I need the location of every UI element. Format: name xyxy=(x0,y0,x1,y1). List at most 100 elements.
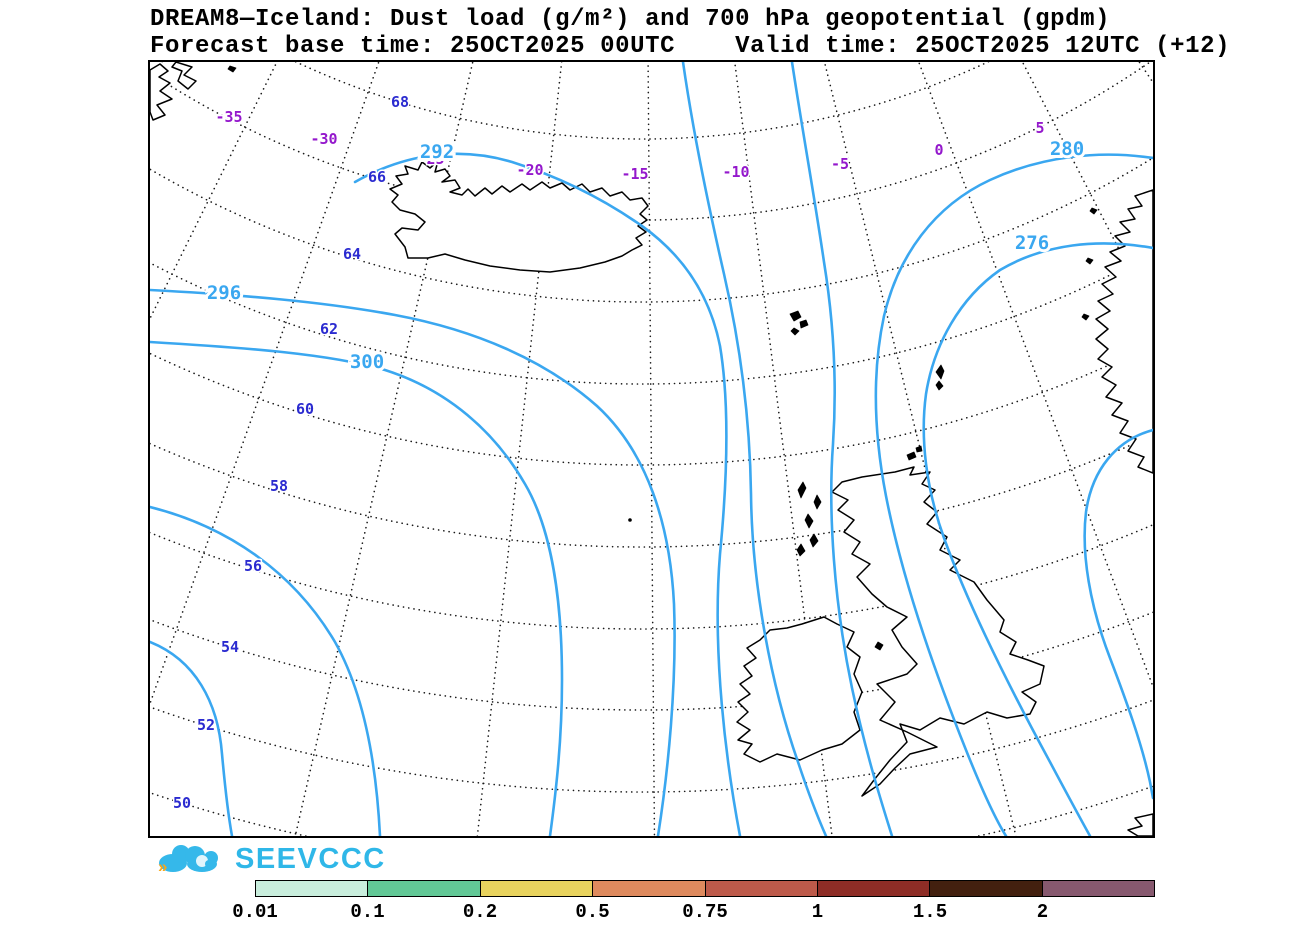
chart-title: DREAM8—Iceland: Dust load (g/m²) and 700… xyxy=(150,6,1111,33)
seevccc-cloud-icon: » xyxy=(158,845,218,876)
geopotential-contour-292 xyxy=(353,152,742,836)
geopotential-contour-296 xyxy=(150,288,676,836)
colorbar-tick-label: 0.1 xyxy=(350,901,385,923)
greenland-islet xyxy=(227,65,237,73)
longitude-label: 5 xyxy=(1035,119,1044,137)
graticule-meridians xyxy=(150,62,1153,836)
longitude-label: -5 xyxy=(831,155,849,173)
geopotential-contour-284 xyxy=(790,62,894,836)
coastline-norway xyxy=(1095,189,1153,474)
chart-header: DREAM8—Iceland: Dust load (g/m²) and 700… xyxy=(150,6,1230,60)
hebrides-islands xyxy=(804,513,814,529)
hebrides-islands xyxy=(813,494,822,510)
geopotential-contour-272 xyxy=(1083,428,1153,800)
seevccc-logo: » SEEVCCC xyxy=(150,840,386,878)
longitude-label: -25 xyxy=(417,150,444,168)
latitude-label: 62 xyxy=(320,320,338,338)
coastline-great-britain xyxy=(831,466,1045,797)
longitude-gridline xyxy=(150,62,278,321)
chart-subtitle: Forecast base time: 25OCT2025 00UTC Vali… xyxy=(150,33,1231,60)
geopotential-contour-308 xyxy=(150,640,234,836)
colorbar-segment xyxy=(817,881,931,896)
shetland-islands xyxy=(935,380,944,391)
faroe-islands xyxy=(790,327,800,336)
geopotential-contour-label: 276 xyxy=(1015,232,1049,254)
longitude-label: -30 xyxy=(310,130,337,148)
colorbar-tick-label: 0.01 xyxy=(232,901,278,923)
latitude-gridline xyxy=(150,156,1153,303)
latitude-label: 60 xyxy=(296,400,314,418)
colorbar-tick-label: 0.5 xyxy=(575,901,610,923)
norway-islet xyxy=(1085,257,1094,265)
latitude-label: 68 xyxy=(391,93,409,111)
coastline-brittany xyxy=(1127,813,1153,836)
faroe-islands xyxy=(789,310,802,322)
coastline-greenland xyxy=(171,62,197,90)
colorbar-segment xyxy=(593,881,706,896)
geopotential-contours xyxy=(150,62,1153,836)
colorbar-segments xyxy=(255,880,1155,897)
geopotential-contour-276 xyxy=(922,242,1153,836)
latitude-label: 54 xyxy=(221,638,239,656)
coastline-iceland xyxy=(389,160,649,273)
colorbar-tick-labels: 0.01 0.1 0.2 0.5 0.75 1 1.5 2 xyxy=(232,897,1155,923)
longitude-label: 0 xyxy=(934,141,943,159)
latitude-gridline xyxy=(150,523,1153,630)
longitude-label: -10 xyxy=(722,163,749,181)
logo-text: SEEVCCC xyxy=(235,842,386,875)
geopotential-contour-288 xyxy=(681,62,828,836)
latitude-gridline xyxy=(150,62,1152,221)
colorbar-tick-label: 2 xyxy=(1036,901,1049,923)
isle-of-man xyxy=(874,641,884,651)
coastlines xyxy=(150,62,1153,836)
colorbar-segment xyxy=(705,881,818,896)
colorbar-segment xyxy=(256,881,369,896)
geopotential-contour-280 xyxy=(874,153,1153,836)
colorbar-segment xyxy=(368,881,481,896)
hebrides-islands xyxy=(797,481,807,499)
longitude-gridline xyxy=(150,62,380,706)
colorbar-segment xyxy=(930,881,1043,896)
geopotential-contour-label: 280 xyxy=(1050,138,1084,160)
norway-islet xyxy=(1081,313,1090,321)
map-svg: -35 -30 -25 -20 -15 -10 -5 0 5 68 66 64 62 60 58 56 54 52… xyxy=(150,62,1153,836)
longitude-gridline xyxy=(476,62,563,836)
latitude-gridline xyxy=(150,611,1153,711)
geopotential-contour-label: 300 xyxy=(350,351,384,373)
colorbar-tick-label: 1 xyxy=(811,901,824,923)
latitude-label: 50 xyxy=(173,794,191,812)
hebrides-islands xyxy=(809,533,819,548)
orkney-islands xyxy=(906,451,917,461)
geopotential-contour-304 xyxy=(150,505,382,836)
norway-islet xyxy=(1089,207,1098,215)
dust-load-colorbar: 0.01 0.1 0.2 0.5 0.75 1 1.5 2 xyxy=(232,880,1155,923)
colorbar-tick-label: 1.5 xyxy=(912,901,948,923)
shetland-islands xyxy=(935,364,945,380)
latitude-gridline xyxy=(150,698,1153,793)
colorbar-segment xyxy=(480,881,594,896)
longitude-label: -35 xyxy=(215,108,242,126)
hebrides-islands xyxy=(796,543,806,557)
latitude-label: 58 xyxy=(270,477,288,495)
geopotential-contour-label: 292 xyxy=(420,141,454,163)
geopotential-contour-300 xyxy=(150,340,564,836)
longitude-label: -20 xyxy=(516,161,543,179)
colorbar-tick-label: 0.75 xyxy=(682,901,728,923)
latitude-gridline xyxy=(150,784,1153,836)
colorbar-segment xyxy=(1042,881,1154,896)
orkney-islands xyxy=(915,445,923,453)
coastline-greenland xyxy=(150,63,173,121)
latitude-label: 56 xyxy=(244,557,262,575)
logo-chevron: » xyxy=(158,857,167,876)
latitude-label: 66 xyxy=(368,168,386,186)
latitude-gridline xyxy=(150,251,1153,385)
colorbar-tick-label: 0.2 xyxy=(462,901,498,923)
rockall-islet xyxy=(628,518,632,522)
map-frame: -35 -30 -25 -20 -15 -10 -5 0 5 68 66 64 62 60 58 56 54 52… xyxy=(148,60,1155,838)
latitude-label: 64 xyxy=(343,245,361,263)
latitude-label: 52 xyxy=(197,716,215,734)
graticule-parallels xyxy=(150,62,1153,836)
geopotential-contour-label: 296 xyxy=(207,282,241,304)
latitude-gridline xyxy=(294,62,990,140)
